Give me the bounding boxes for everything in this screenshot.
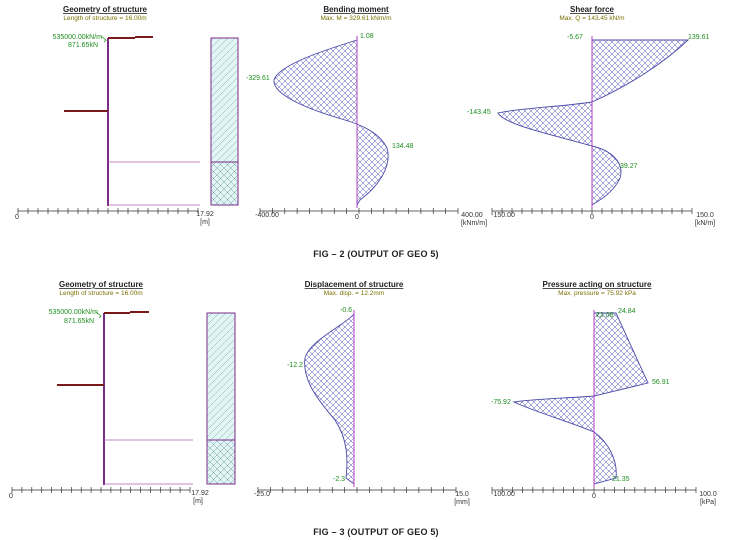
fig3-displacement-subtitle: Max. disp. = 12.2mm: [324, 290, 385, 297]
fig2-geometry-axis-unit: [m]: [200, 219, 210, 226]
fig3-pressure-title: Pressure acting on structure: [543, 280, 652, 289]
fig2-moment-label-top: 1.08: [360, 33, 374, 40]
fig2-moment-axis-zero: 0: [355, 214, 359, 221]
fig2-moment-axis-unit: [kNm/m]: [461, 220, 487, 227]
fig2-moment-diagram: [273, 39, 389, 207]
fig3-displacement-panel: Displacement of structure Max. disp. = 1…: [254, 280, 470, 506]
fig2-shear-label-top-right: 139.61: [688, 34, 710, 41]
fig2-shear-diagram: [497, 39, 690, 206]
fig3-geometry-title: Geometry of structure: [59, 280, 144, 289]
fig3-displacement-diagram: [304, 312, 355, 485]
fig2-shear-axis: [491, 208, 693, 214]
fig2-moment-title: Bending moment: [323, 5, 389, 14]
fig2-geometry-axis-end: 17.92: [196, 211, 214, 218]
fig2-moment-axis: [259, 208, 459, 214]
fig2-caption: FIG – 2 (OUTPUT OF GEO 5): [313, 249, 439, 259]
fig3-support-stiffness: 535000.00kN/m: [49, 309, 99, 316]
fig3-pressure-axis: [491, 487, 697, 493]
fig2-shear-label-top-left: -5.67: [567, 34, 583, 41]
fig2-soil-upper: [210, 37, 239, 163]
fig3-pressure-axis-min: -100.00: [491, 491, 515, 498]
fig2-shear-axis-max: 150.0: [696, 212, 714, 219]
fig2-support-stiffness: 535000.00kN/m: [53, 34, 103, 41]
fig3: Geometry of structure Length of structur…: [9, 280, 717, 537]
fig2-shear-axis-min: -150.00: [491, 212, 515, 219]
fig2-moment-label-min: -329.61: [246, 75, 270, 82]
fig3-pressure-label-top-a: 22.08: [596, 312, 614, 319]
fig2-shear-title: Shear force: [570, 5, 615, 14]
fig3-caption: FIG – 3 (OUTPUT OF GEO 5): [313, 527, 439, 537]
fig2-shear-axis-zero: 0: [590, 214, 594, 221]
fig3-pressure-axis-unit: [kPa]: [700, 499, 716, 506]
fig3-displacement-label-max: -12.2: [287, 362, 303, 369]
fig3-geometry-axis-end: 17.92: [191, 490, 209, 497]
fig2-moment-panel: Bending moment Max. M = 329.61 kNm/m 1.0…: [246, 5, 487, 227]
fig2-moment-axis-min: -400.00: [255, 212, 279, 219]
fig3-pressure-label-right: 56.91: [652, 379, 670, 386]
fig2: Geometry of structure Length of structur…: [15, 5, 715, 259]
fig3-displacement-title: Displacement of structure: [305, 280, 404, 289]
fig2-geometry-panel: Geometry of structure Length of structur…: [15, 5, 239, 226]
fig2-shear-label-min: -143.45: [467, 109, 491, 116]
fig2-geometry-axis: [17, 208, 199, 214]
fig2-moment-axis-max: 400.00: [461, 212, 483, 219]
fig3-geometry-subtitle: Length of structure = 16.00m: [59, 290, 142, 297]
fig3-pressure-subtitle: Max. pressure = 75.92 kPa: [558, 290, 636, 297]
fig2-geometry-title: Geometry of structure: [63, 5, 148, 14]
fig3-displacement-label-bottom: -2.3: [333, 476, 345, 483]
fig3-soil-lower: [206, 439, 236, 485]
fig3-geometry-axis-unit: [m]: [193, 498, 203, 505]
fig2-geometry-subtitle: Length of structure = 16.00m: [63, 15, 146, 22]
fig2-shear-panel: Shear force Max. Q = 143.45 kN/m -5.67 1…: [467, 5, 715, 227]
fig2-geometry-axis-start: 0: [15, 214, 19, 221]
fig3-pressure-axis-zero: 0: [592, 493, 596, 500]
fig3-pressure-axis-max: 100.0: [699, 491, 717, 498]
fig3-displacement-axis-unit: [mm]: [454, 499, 470, 506]
fig3-geometry-panel: Geometry of structure Length of structur…: [9, 280, 236, 505]
fig2-anchor-icon: [100, 35, 107, 43]
fig2-shear-subtitle: Max. Q = 143.45 kN/m: [559, 15, 624, 22]
fig3-geometry-axis-start: 0: [9, 493, 13, 500]
fig2-moment-label-max: 134.48: [392, 143, 414, 150]
fig3-displacement-axis-min: -25.0: [254, 491, 270, 498]
fig2-shear-axis-unit: [kN/m]: [695, 220, 715, 227]
fig3-geometry-axis: [11, 487, 191, 493]
fig3-pressure-label-min: -75.92: [491, 399, 511, 406]
fig3-displacement-axis: [257, 487, 457, 493]
fig2-shear-label-max: 39.27: [620, 163, 638, 170]
fig2-soil-lower: [210, 161, 239, 206]
fig3-pressure-label-top-b: 24.84: [618, 308, 636, 315]
fig3-anchor-icon: [95, 311, 102, 319]
fig2-moment-subtitle: Max. M = 329.61 kNm/m: [321, 15, 392, 22]
fig3-displacement-axis-max: 15.0: [455, 491, 469, 498]
fig3-soil-upper: [206, 312, 236, 441]
fig3-pressure-panel: Pressure acting on structure Max. pressu…: [491, 280, 717, 506]
fig3-support-force: 871.65kN: [64, 318, 94, 325]
fig3-pressure-label-bottom: 21.35: [612, 476, 630, 483]
fig2-support-force: 871.65kN: [68, 42, 98, 49]
fig3-displacement-label-top: -0.6: [340, 307, 352, 314]
fig3-pressure-diagram: [512, 312, 649, 485]
